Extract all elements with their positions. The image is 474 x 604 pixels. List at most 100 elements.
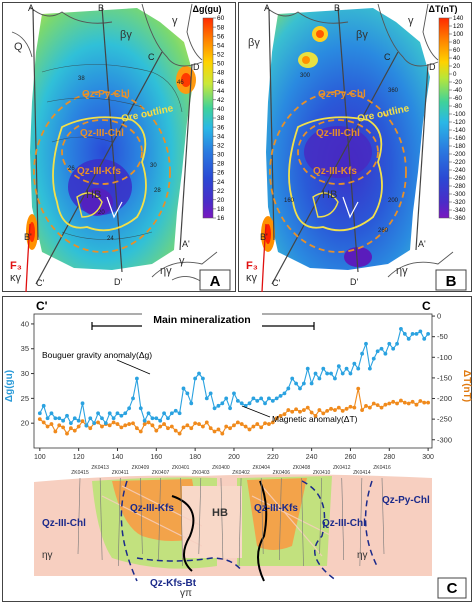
gravity-point xyxy=(111,416,116,421)
panel-letter-c: C xyxy=(447,580,458,597)
contour-160: 160 xyxy=(284,198,295,204)
gravity-point xyxy=(364,341,368,346)
magnetic-point xyxy=(111,420,116,425)
cross-section: ZK0415ZK0413ZK0411ZK0409ZK0407ZK0401ZK04… xyxy=(34,465,432,599)
magnetic-point xyxy=(298,409,302,414)
magnetic-point xyxy=(422,400,427,405)
magnetic-point xyxy=(45,424,50,429)
label-g-se: γ xyxy=(179,255,185,267)
ore-outline xyxy=(52,116,147,232)
gravity-point xyxy=(127,406,132,411)
colorbar-b-tick-label: -140 xyxy=(453,127,466,134)
gravity-point xyxy=(418,329,423,334)
colorbar-b-tick-label: -100 xyxy=(453,111,466,118)
gravity-point xyxy=(68,421,73,426)
magnetic-point xyxy=(115,422,120,426)
magnetic-point xyxy=(80,419,85,424)
gravity-point xyxy=(162,411,166,416)
colorbar-a-tick-label: 34 xyxy=(217,133,225,140)
label-c2: C' xyxy=(36,278,44,288)
magnetic-point xyxy=(216,427,221,432)
label-g-b: γ xyxy=(408,15,414,27)
label-qzpychl-b: Qz-Py-Chl xyxy=(318,89,366,100)
magnetic-point xyxy=(201,424,205,429)
panel-letter-a: A xyxy=(210,273,221,290)
colorbar-b-tick-label: -120 xyxy=(453,119,466,126)
gravity-point xyxy=(406,336,411,341)
magnetic-point xyxy=(294,407,298,412)
borehole-trace xyxy=(77,477,81,555)
colorbar-b-ticks: 140120100806040200-20-40-60-80-100-120-1… xyxy=(449,15,466,222)
contour-28: 28 xyxy=(154,188,161,194)
magnetic-point xyxy=(305,405,310,410)
magnetic-point xyxy=(336,405,341,410)
gravity-point xyxy=(119,413,124,418)
colorbar-b-tick-label: 60 xyxy=(453,47,460,54)
gravity-point xyxy=(410,331,415,336)
gravity-point xyxy=(131,396,135,401)
gravity-point xyxy=(329,371,333,376)
magnetic-point xyxy=(72,428,77,433)
gravity-point xyxy=(367,366,372,371)
gravity-point xyxy=(235,398,240,403)
magnetic-point xyxy=(146,420,151,425)
borehole-trace xyxy=(180,477,183,567)
magnetic-point xyxy=(41,420,46,425)
magnetic-point xyxy=(189,426,194,431)
gravity-point xyxy=(426,331,431,336)
gravity-point xyxy=(80,401,85,406)
gravity-series xyxy=(37,326,431,428)
gravity-point xyxy=(57,416,62,421)
label-q: Q xyxy=(14,41,23,53)
magnetic-point xyxy=(224,424,229,429)
gravity-point xyxy=(84,423,89,428)
magnetic-point xyxy=(344,406,349,411)
label-ng-section-right: ηγ xyxy=(357,550,368,561)
panel-letter-b: B xyxy=(446,273,457,290)
colorbar-a-tick-label: 16 xyxy=(217,215,225,222)
gravity-point xyxy=(45,416,50,421)
borehole-trace xyxy=(301,477,304,567)
gravity-point xyxy=(208,391,213,396)
gravity-point xyxy=(96,411,100,416)
gravity-point xyxy=(344,366,349,371)
colorbar-a-tick-label: 28 xyxy=(217,161,225,168)
gravity-point xyxy=(92,421,97,426)
x-tick-label: 200 xyxy=(228,454,240,461)
magnetic-point xyxy=(220,431,225,436)
legend-magnetic: Magnetic anomaly(ΔT) xyxy=(272,414,358,424)
panel-a: Δg(gu) 60 58 56 54 52 50 48 46 44 42 40 38 36 34 32 30 2… xyxy=(2,2,236,292)
borehole-label: ZK0406 xyxy=(273,470,291,476)
gravity-point xyxy=(333,376,337,381)
colorbar-a-tick-label: 30 xyxy=(217,152,225,159)
borehole-label: ZK0414 xyxy=(353,470,371,476)
colorbar-a-tick-label: 50 xyxy=(217,61,225,68)
contour-360: 360 xyxy=(388,88,399,94)
gravity-point xyxy=(212,406,217,411)
magnetic-point xyxy=(181,425,186,430)
colorbar-b-tick-label: -200 xyxy=(453,151,466,158)
colorbar-b-tick-label: 80 xyxy=(453,39,460,46)
magnetic-point xyxy=(61,425,66,430)
label-d2-b: D' xyxy=(350,277,358,287)
contour-24: 24 xyxy=(107,236,114,242)
borehole-label: ZK0408 xyxy=(293,465,311,471)
gravity-point xyxy=(251,396,256,401)
right-tick-label: -50 xyxy=(437,332,448,341)
magnetic-point xyxy=(309,410,314,415)
label-b: B xyxy=(98,3,104,13)
magnetic-point xyxy=(166,426,170,431)
label-b-b: B xyxy=(334,3,340,13)
label-d2: D' xyxy=(114,277,122,287)
magnetic-point xyxy=(127,422,132,426)
label-gpi-section: γπ xyxy=(180,588,192,599)
borehole-label: ZK0412 xyxy=(333,465,351,471)
gravity-point xyxy=(72,416,77,421)
left-axis-ticks: 40 35 30 25 20 xyxy=(21,319,34,428)
borehole-trace xyxy=(279,477,282,561)
gravity-point xyxy=(154,416,159,421)
gravity-point xyxy=(76,418,81,423)
magnetic-point xyxy=(208,426,213,431)
magnetic-point xyxy=(154,428,159,433)
gravity-point xyxy=(61,418,66,423)
